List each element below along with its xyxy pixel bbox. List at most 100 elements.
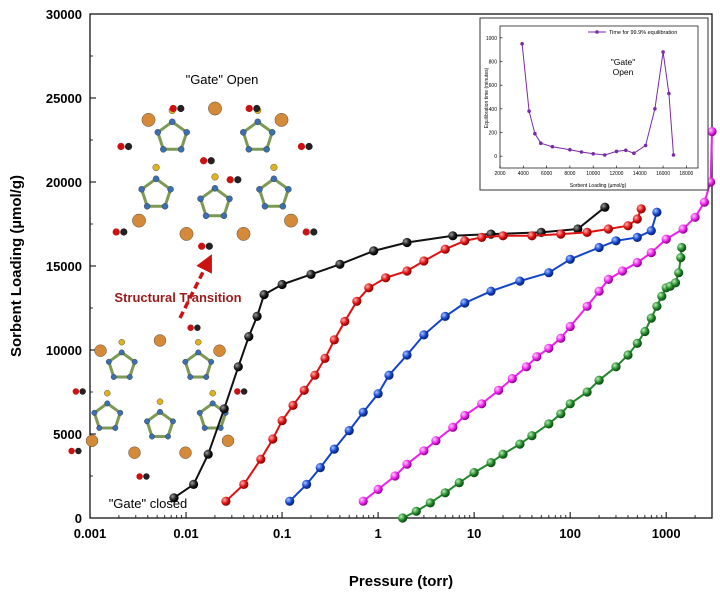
framework-nitrogen: [170, 418, 176, 425]
framework-nitrogen: [112, 425, 119, 431]
inset-frame: [499, 25, 699, 169]
data-point: [494, 385, 504, 395]
main-axes: 0.001 0.01 0.1 1 10 100 1000050001000015000200…: [46, 7, 713, 541]
inset-x-tick-label: 14000: [633, 171, 647, 177]
data-point: [636, 204, 646, 214]
guest-molecule-oxygen: [234, 388, 241, 395]
guest-molecule-oxygen: [117, 142, 125, 151]
inset-x-tick-label: 16000: [656, 171, 670, 177]
data-point: [310, 370, 320, 380]
data-point: [556, 229, 566, 239]
data-point: [544, 268, 554, 278]
data-point: [556, 333, 566, 343]
framework-nitrogen: [211, 185, 219, 192]
data-point: [252, 311, 262, 321]
data-point: [699, 197, 710, 207]
data-point: [335, 259, 345, 269]
data-point: [402, 350, 412, 360]
guest-molecule-carbon: [79, 388, 86, 395]
inset-x-tick-label: 10000: [586, 171, 600, 177]
inset-legend-marker: [595, 30, 599, 34]
framework-nitrogen: [208, 358, 215, 365]
x-tick-label: 0.1: [273, 526, 291, 541]
data-point: [315, 463, 325, 473]
inset-y-tick-label: 800: [489, 60, 498, 66]
framework-nitrogen: [254, 118, 261, 126]
data-point: [244, 332, 254, 342]
framework-nitrogen: [167, 186, 174, 193]
inset-x-tick-label: 2000: [494, 171, 505, 177]
data-point: [603, 224, 614, 234]
data-point: [440, 244, 450, 254]
y-tick-label: 25000: [46, 91, 82, 106]
framework-metal: [141, 113, 156, 127]
framework-nitrogen: [118, 349, 125, 356]
framework-nitrogen: [270, 175, 278, 183]
data-point: [373, 389, 383, 399]
inset-data-point: [632, 151, 636, 155]
inset-x-tick-label: 18000: [679, 171, 693, 177]
data-point: [329, 335, 339, 345]
framework-nitrogen: [187, 374, 194, 380]
open-framework-illustration: [112, 101, 318, 250]
guest-molecule-carbon: [143, 473, 150, 480]
guest-molecule-carbon: [207, 157, 215, 165]
guest-molecule-carbon: [120, 228, 128, 236]
y-tick-label: 20000: [46, 175, 82, 190]
series-0: [169, 202, 610, 503]
guest-molecule-carbon: [75, 447, 82, 455]
data-point: [573, 224, 583, 234]
x-tick-label: 1: [374, 526, 381, 541]
inset-series: [520, 42, 676, 157]
data-point: [507, 374, 517, 384]
framework-nitrogen: [138, 186, 145, 193]
framework-nitrogen: [91, 409, 98, 416]
framework-ligand: [195, 339, 202, 346]
data-point: [676, 253, 686, 263]
inset-y-tick-label: 400: [489, 107, 498, 113]
inset-data-point: [591, 152, 595, 156]
inset-legend: Time for 99.9% equilibration: [588, 30, 677, 36]
framework-nitrogen: [256, 186, 263, 193]
guest-molecule-oxygen: [198, 242, 206, 250]
data-point: [364, 283, 374, 293]
inset-y-tick-label: 0: [494, 154, 497, 160]
inset-data-point: [520, 42, 524, 46]
framework-metal: [85, 434, 99, 447]
data-point: [344, 426, 354, 436]
guest-molecule-carbon: [124, 142, 133, 151]
framework-nitrogen: [104, 400, 111, 407]
data-point: [239, 479, 249, 489]
guest-molecule-carbon: [234, 176, 242, 184]
framework-ligand: [104, 390, 111, 397]
data-point: [425, 498, 435, 508]
framework-nitrogen: [220, 212, 228, 220]
data-point: [544, 419, 554, 429]
data-point: [221, 496, 231, 506]
data-point: [369, 246, 379, 256]
data-point: [611, 236, 621, 246]
data-point: [632, 338, 642, 348]
data-point: [690, 212, 700, 222]
data-point: [527, 431, 537, 441]
framework-metal: [132, 213, 146, 228]
inset-data-point: [667, 91, 671, 96]
inset-x-axis-title: Sorbent Loading (µmol/g): [570, 183, 627, 189]
y-axis-title: Sorbent Loading (µmol/g): [8, 175, 25, 357]
data-point: [460, 236, 470, 246]
data-point: [256, 454, 266, 464]
inset-data-point: [671, 153, 676, 157]
closed-framework-illustration: [68, 324, 248, 480]
data-point: [623, 350, 633, 360]
data-point: [600, 202, 610, 212]
data-point: [219, 404, 229, 414]
main-series: [169, 127, 717, 523]
framework-nitrogen: [240, 129, 247, 136]
data-point: [469, 468, 479, 478]
data-point: [486, 286, 496, 296]
framework-nitrogen: [279, 203, 287, 210]
data-point: [623, 221, 633, 231]
framework-ligand: [270, 163, 278, 171]
data-point: [384, 370, 394, 380]
inset-open-annotation: Open: [613, 67, 634, 77]
